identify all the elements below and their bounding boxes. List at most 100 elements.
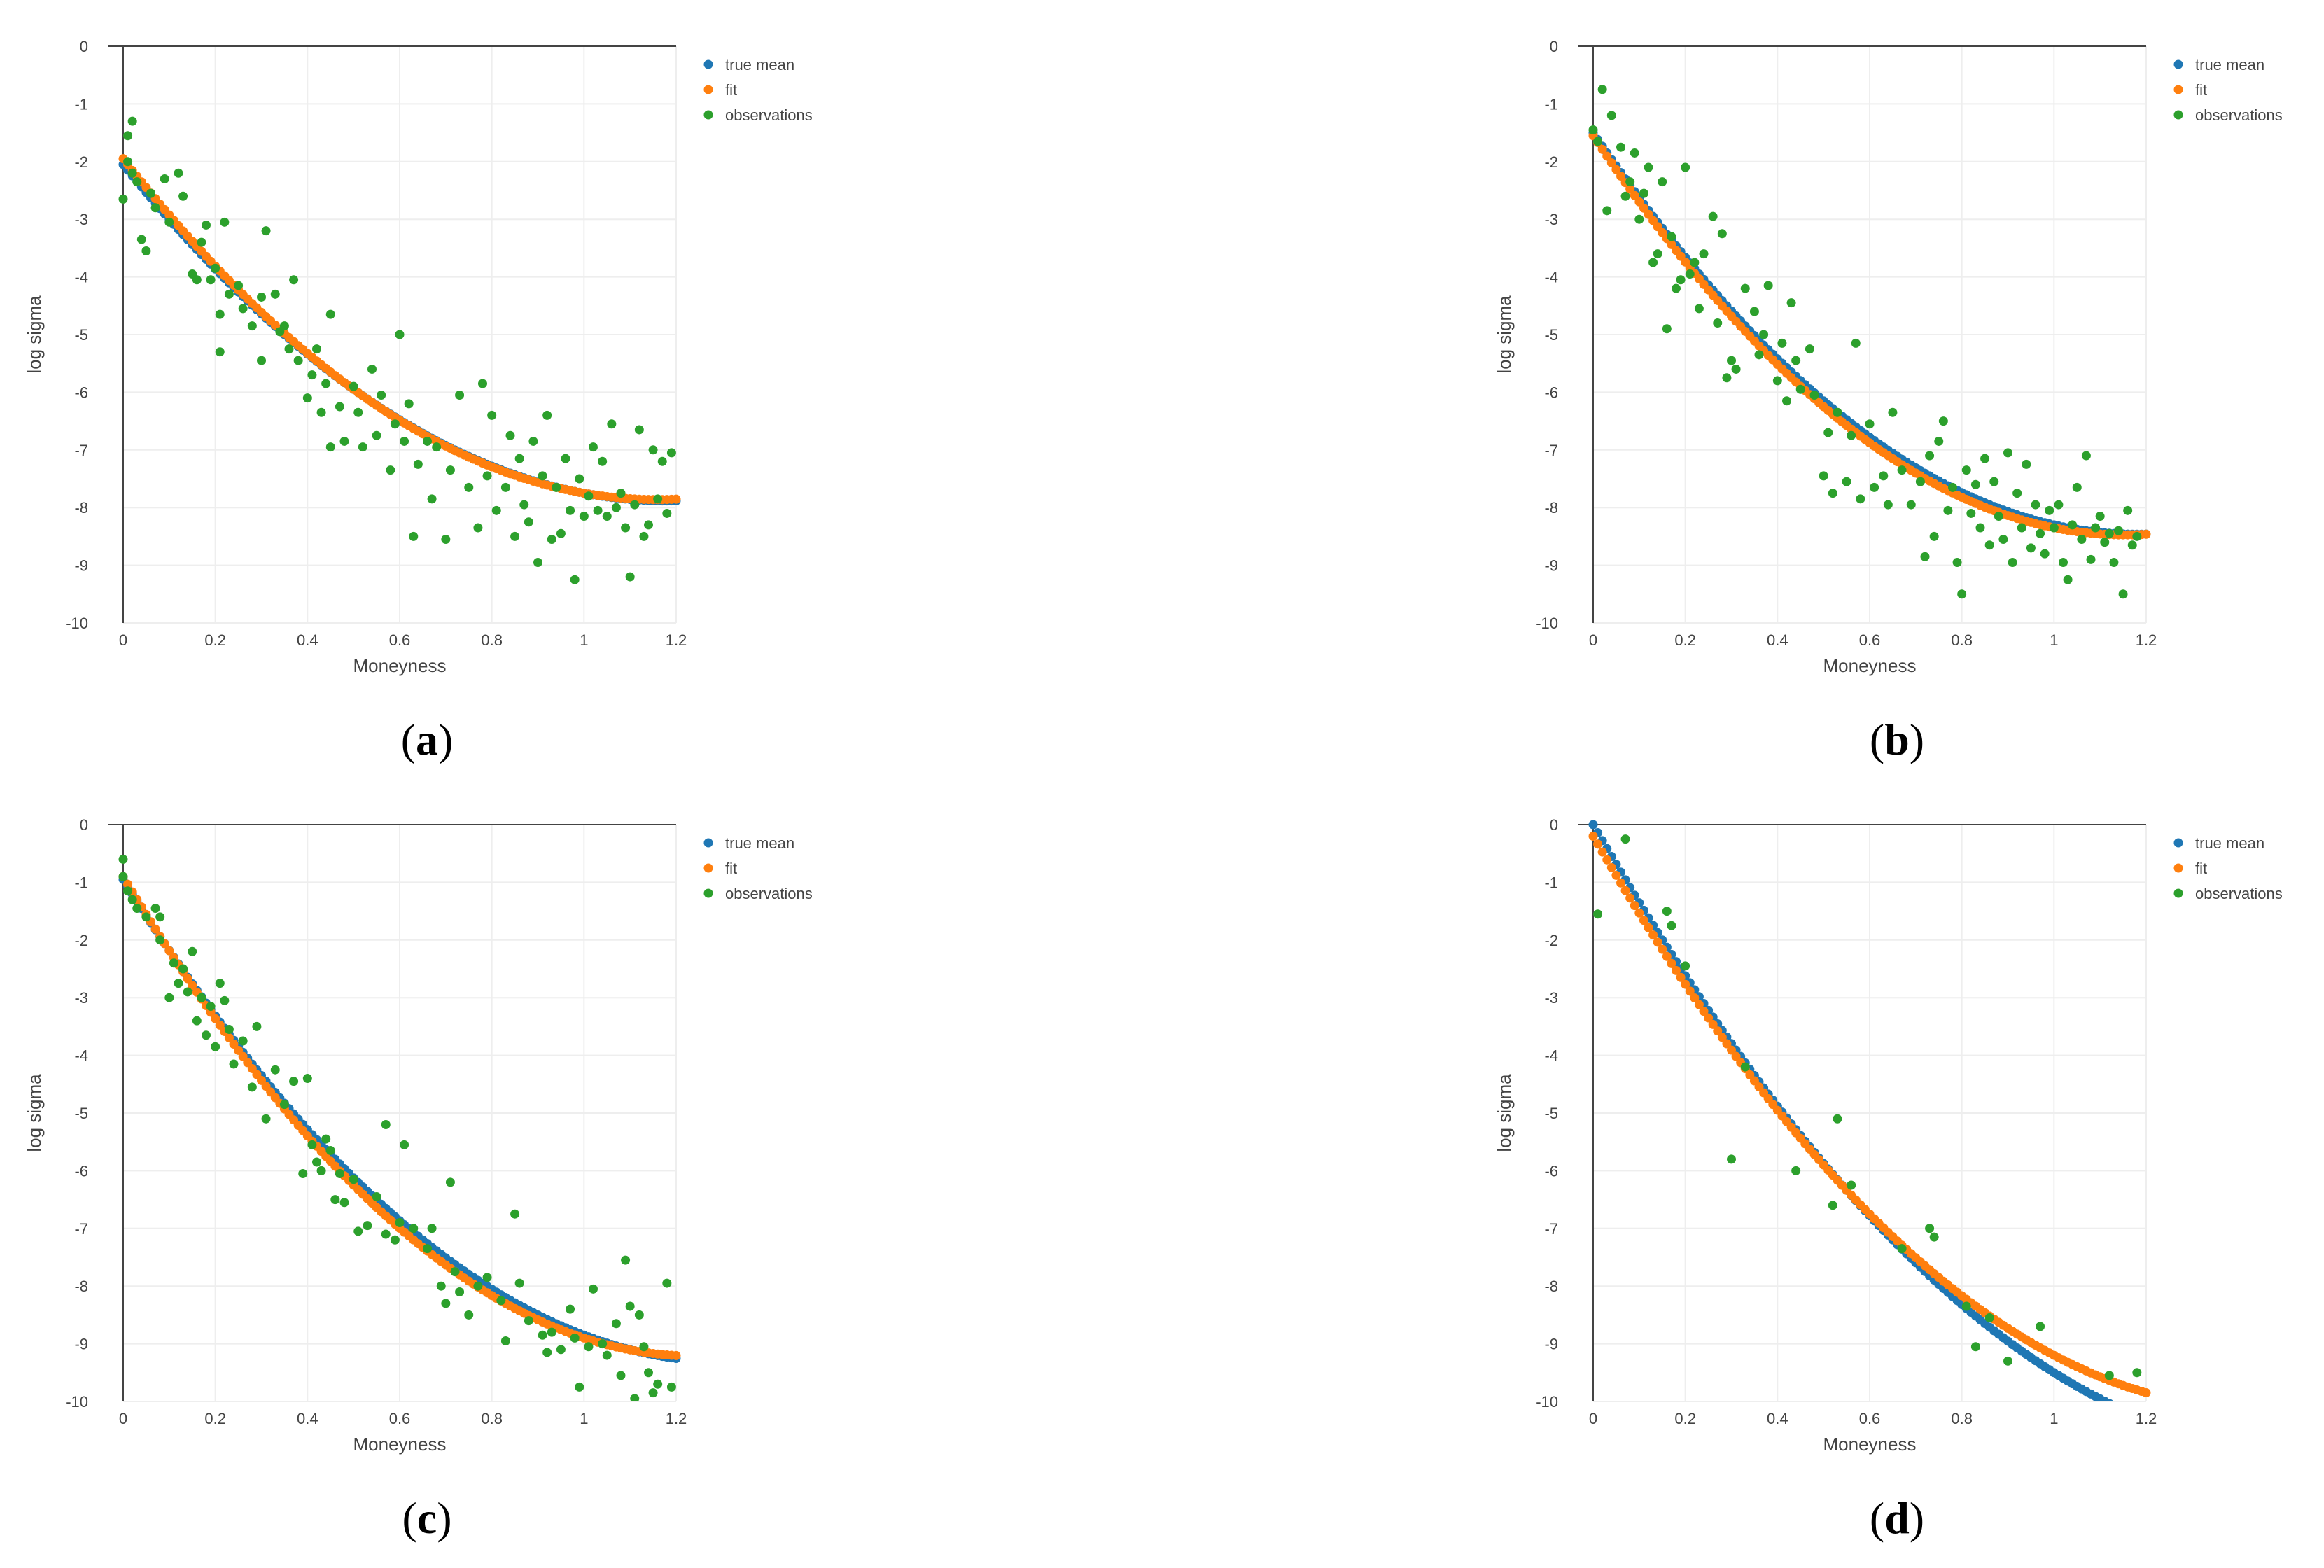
y-tick-label: -6 [74, 1162, 88, 1180]
y-tick-label: -9 [74, 557, 88, 575]
observation-point [2003, 448, 2012, 458]
observation-point [630, 1394, 640, 1401]
observation-point [202, 1030, 211, 1040]
series-observations [1588, 85, 2142, 599]
y-tick-label: -7 [74, 442, 88, 459]
x-tick-label: 0.6 [1859, 631, 1881, 649]
x-tick-label: 0.4 [297, 1410, 318, 1427]
observation-point [644, 520, 653, 530]
legend-label-fit: fit [725, 860, 737, 877]
observation-point [478, 379, 487, 388]
fit-point [1625, 184, 1635, 194]
series-fit [1588, 831, 2151, 1397]
observation-point [2100, 538, 2110, 547]
observation-point [666, 448, 676, 458]
observation-point [607, 419, 617, 429]
observation-point [621, 1255, 631, 1265]
plot-area [1588, 820, 2151, 1401]
x-tick-label: 1.2 [666, 631, 687, 649]
fit-point [1593, 839, 1603, 849]
observation-point [2072, 482, 2082, 492]
observation-point [404, 399, 414, 409]
observation-point [473, 523, 483, 533]
observation-point [625, 572, 635, 582]
fit-point [183, 974, 192, 983]
observation-point [445, 465, 455, 475]
observation-point [1727, 1154, 1736, 1164]
observation-point [561, 454, 570, 463]
observation-point [556, 1345, 566, 1354]
observation-point [349, 1175, 358, 1184]
x-tick-label: 0.4 [1767, 631, 1788, 649]
observation-point [491, 505, 501, 515]
legend-label-observations: observations [2195, 885, 2283, 902]
observation-point [335, 1169, 344, 1179]
observation-point [542, 410, 552, 420]
observation-point [293, 356, 303, 365]
observation-point [2012, 489, 2022, 498]
observation-point [616, 1371, 626, 1380]
y-tick-label: -9 [74, 1336, 88, 1353]
observation-point [2123, 505, 2133, 515]
observation-point [312, 344, 321, 354]
observation-point [1727, 356, 1736, 365]
y-tick-label: -3 [1544, 211, 1558, 228]
legend-marker-fit [2174, 85, 2183, 94]
caption-d: (d) [1869, 1493, 1925, 1543]
observation-point [202, 220, 211, 230]
observation-point [662, 1278, 672, 1288]
legend-label-true-mean: true mean [2195, 56, 2264, 74]
x-tick-label: 0.2 [1674, 1410, 1696, 1427]
observation-point [552, 482, 561, 492]
observation-point [1870, 482, 1879, 492]
observation-point [1833, 1114, 1842, 1124]
observation-point [183, 987, 192, 997]
observation-point [1639, 188, 1648, 198]
observation-point [519, 500, 529, 510]
observation-point [1957, 589, 1967, 599]
observation-point [395, 330, 405, 340]
observation-point [316, 407, 326, 417]
observation-point [127, 116, 137, 126]
legend-marker-fit [704, 85, 713, 94]
y-tick-label: -3 [74, 211, 88, 228]
observation-point [473, 1281, 483, 1291]
observation-point [510, 1209, 520, 1219]
observation-point [155, 912, 165, 922]
y-tick-label: -5 [1544, 1105, 1558, 1122]
observation-point [625, 1301, 635, 1311]
y-tick-label: -1 [74, 874, 88, 891]
observation-point [1662, 906, 1672, 916]
observation-point [1690, 258, 1700, 267]
fit-point [1611, 164, 1621, 174]
observation-point [653, 1379, 663, 1389]
y-axis-title: log sigma [24, 1074, 45, 1152]
observation-point [1994, 512, 2003, 522]
y-tick-label: -5 [74, 1105, 88, 1122]
observation-point [1740, 284, 1750, 293]
x-tick-label: 0.6 [389, 1410, 411, 1427]
y-tick-label: -2 [1544, 153, 1558, 171]
x-tick-label: 0 [119, 631, 127, 649]
legend-label-fit: fit [725, 81, 737, 99]
observation-point [330, 1195, 340, 1205]
observation-point [1842, 477, 1851, 486]
observation-point [132, 177, 142, 187]
observation-point [1749, 307, 1759, 316]
x-tick-label: 0.8 [481, 1410, 503, 1427]
observation-point [1593, 136, 1603, 146]
observation-point [2003, 1356, 2012, 1366]
observation-point [354, 1226, 363, 1236]
observation-point [215, 309, 225, 319]
x-tick-label: 0 [1589, 1410, 1597, 1427]
observation-point [2077, 535, 2087, 545]
fit-point [1667, 958, 1676, 968]
observation-point [1791, 1166, 1801, 1175]
observation-point [289, 1077, 299, 1086]
observation-point [2036, 1322, 2045, 1331]
observation-point [1616, 142, 1625, 152]
observation-point [2104, 1371, 2114, 1380]
observation-point [160, 174, 169, 184]
observation-point [150, 203, 160, 213]
chart-c: 0 0.2 0.4 0.6 0.8 1 1.2 0 -1 -2 -3 -4 -5 -6 -7 -8 -9 -10 M… [24, 816, 813, 1455]
